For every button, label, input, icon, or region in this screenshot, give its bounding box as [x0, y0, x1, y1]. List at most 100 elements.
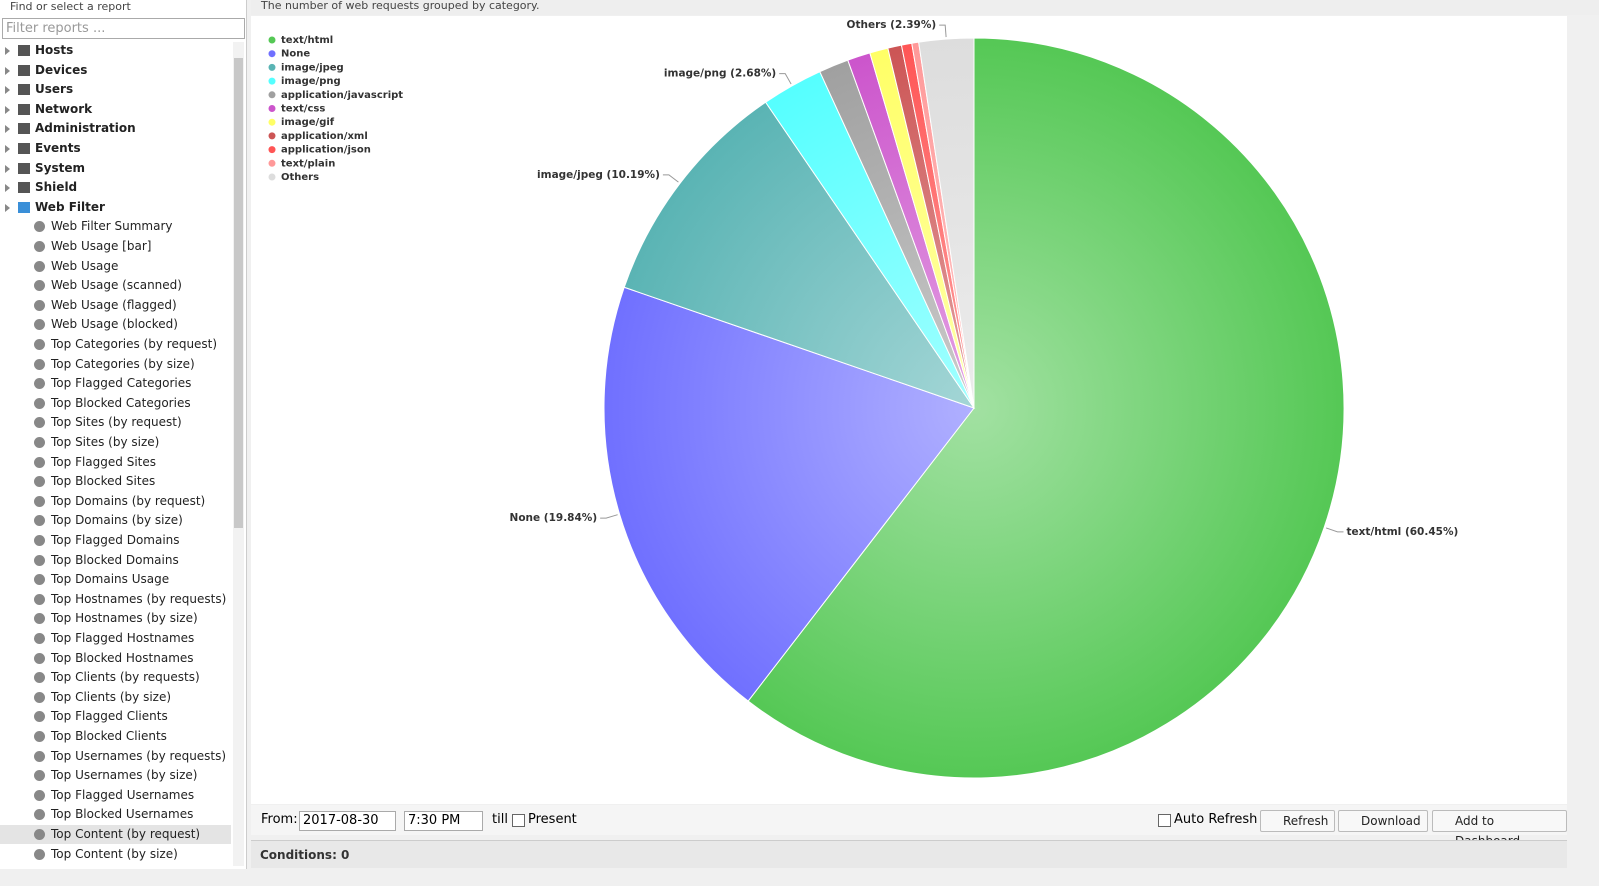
tree-item[interactable]: Top Sites (by request) [0, 413, 231, 432]
group-label[interactable]: System [35, 160, 85, 175]
group-label[interactable]: Hosts [35, 43, 74, 57]
report-label[interactable]: Web Usage [bar] [51, 239, 152, 253]
tree-item[interactable]: Top Flagged Domains [0, 531, 231, 550]
present-checkbox[interactable] [512, 814, 525, 827]
report-label[interactable]: Top Flagged Sites [51, 454, 156, 469]
tree-item[interactable]: Top Content (by request) [0, 825, 231, 844]
group-label[interactable]: Users [35, 82, 74, 97]
tree-item[interactable]: Top Flagged Clients [0, 707, 231, 726]
expander[interactable] [5, 184, 10, 193]
report-label[interactable]: Top Hostnames (by requests) [51, 591, 227, 606]
date-field[interactable]: 2017-08-30 [299, 811, 396, 831]
tree-item[interactable]: Top Clients (by size) [0, 688, 231, 707]
tree-item[interactable]: Top Flagged Sites [0, 453, 231, 472]
report-label[interactable]: Top Domains Usage [51, 572, 170, 587]
expander[interactable] [5, 125, 10, 134]
tree-item[interactable]: Web Usage [0, 257, 231, 276]
expander[interactable] [5, 86, 10, 95]
report-label[interactable]: Top Flagged Hostnames [51, 631, 195, 645]
tree-item[interactable]: Web Usage (flagged) [0, 296, 231, 315]
tree-item[interactable]: Top Usernames (by size) [0, 766, 231, 785]
tree-item[interactable]: Top Blocked Usernames [0, 805, 231, 824]
group-label[interactable]: Administration [35, 121, 136, 136]
tree-item[interactable]: Top Blocked Clients [0, 727, 231, 746]
tree-item[interactable]: Top Flagged Categories [0, 374, 231, 393]
expander[interactable] [5, 164, 10, 173]
time-field[interactable]: 7:30 PM [404, 811, 483, 831]
report-label[interactable]: Top Sites (by size) [51, 435, 160, 449]
report-label[interactable]: Top Domains (by size) [51, 513, 183, 528]
tree-item[interactable]: Top Content (by size) [0, 845, 231, 864]
group-label[interactable]: Shield [35, 180, 78, 195]
auto-refresh-checkbox[interactable] [1158, 814, 1171, 827]
group-label[interactable]: Network [35, 101, 93, 116]
tree-group[interactable]: Events [0, 139, 231, 158]
tree-item[interactable]: Top Blocked Domains [0, 551, 231, 570]
report-label[interactable]: Top Flagged Clients [51, 709, 168, 724]
scroll-thumb[interactable] [234, 58, 243, 528]
tree-group[interactable]: Devices [0, 61, 231, 80]
add-dashboard-button[interactable]: Add to Dashboard [1432, 810, 1567, 848]
tree-item[interactable]: Web Filter Summary [0, 217, 231, 236]
tree-item[interactable]: Top Flagged Hostnames [0, 629, 231, 648]
tree-item[interactable]: Top Blocked Categories [0, 394, 231, 413]
expander[interactable] [5, 145, 10, 153]
tree-item[interactable]: Top Flagged Usernames [0, 786, 231, 805]
report-label[interactable]: Web Usage (scanned) [51, 278, 182, 293]
report-label[interactable]: Top Domains (by request) [51, 493, 206, 508]
tree-group[interactable]: Hosts [0, 41, 231, 60]
report-label[interactable]: Top Content (by request) [51, 827, 201, 841]
report-label[interactable]: Top Clients (by requests) [51, 670, 200, 685]
group-label[interactable]: Events [35, 141, 81, 155]
tree-item[interactable]: Top Clients (by requests) [0, 668, 231, 687]
tree-item[interactable]: Top Domains (by size) [0, 511, 231, 530]
report-label[interactable]: Top Flagged Domains [51, 533, 180, 547]
report-label[interactable]: Web Usage [51, 258, 119, 273]
expander[interactable] [5, 66, 10, 75]
report-label[interactable]: Web Usage (flagged) [51, 297, 177, 312]
report-label[interactable]: Top Blocked Clients [51, 729, 167, 743]
tree-item[interactable]: Top Hostnames (by requests) [0, 590, 231, 609]
group-label[interactable]: Devices [35, 62, 88, 77]
expander[interactable] [5, 203, 10, 212]
tree-item[interactable]: Top Sites (by size) [0, 433, 231, 452]
download-button[interactable]: Download [1338, 810, 1428, 832]
group-label[interactable]: Web Filter [35, 199, 105, 214]
tree-group[interactable]: Administration [0, 119, 231, 138]
report-label[interactable]: Top Blocked Sites [51, 474, 156, 489]
report-label[interactable]: Top Blocked Categories [51, 395, 191, 410]
tree-item[interactable]: Top Hostnames (by size) [0, 609, 231, 628]
report-label[interactable]: Top Flagged Categories [51, 376, 192, 391]
tree-item[interactable]: Web Usage (scanned) [0, 276, 231, 295]
tree-group[interactable]: Shield [0, 178, 231, 197]
tree-group[interactable]: Web Filter [0, 198, 231, 217]
tree-group[interactable]: System [0, 159, 231, 178]
tree-item[interactable]: Web Usage (blocked) [0, 315, 231, 334]
tree-item[interactable]: Top Domains (by request) [0, 492, 231, 511]
tree-item[interactable]: Top Categories (by size) [0, 355, 231, 374]
tree-item[interactable]: Top Blocked Sites [0, 472, 231, 491]
report-label[interactable]: Top Usernames (by size) [51, 768, 198, 783]
scrollbar[interactable] [233, 42, 244, 866]
report-label[interactable]: Top Clients (by size) [51, 689, 172, 704]
conditions-bar[interactable]: Conditions: 0 [251, 840, 1567, 868]
tree-item[interactable]: Top Categories (by request) [0, 335, 231, 354]
tree-item[interactable]: Top Usernames (by requests) [0, 747, 231, 766]
report-label[interactable]: Top Flagged Usernames [51, 787, 195, 802]
report-label[interactable]: Top Sites (by request) [51, 415, 182, 430]
filter-input[interactable]: Filter reports ... [2, 18, 245, 39]
report-label[interactable]: Top Blocked Usernames [51, 807, 194, 822]
report-label[interactable]: Top Content (by size) [51, 846, 178, 861]
report-label[interactable]: Top Usernames (by requests) [51, 748, 227, 763]
report-label[interactable]: Web Usage (blocked) [51, 317, 178, 332]
report-label[interactable]: Top Categories (by request) [51, 337, 218, 351]
expander[interactable] [5, 105, 10, 114]
tree-group[interactable]: Users [0, 80, 231, 99]
tree-item[interactable]: Web Usage [bar] [0, 237, 231, 256]
expander[interactable] [5, 47, 10, 55]
report-label[interactable]: Web Filter Summary [51, 219, 173, 234]
report-label[interactable]: Top Blocked Domains [51, 552, 179, 567]
refresh-button[interactable]: Refresh [1260, 810, 1336, 832]
report-label[interactable]: Top Blocked Hostnames [51, 650, 194, 665]
report-label[interactable]: Top Hostnames (by size) [51, 611, 198, 626]
